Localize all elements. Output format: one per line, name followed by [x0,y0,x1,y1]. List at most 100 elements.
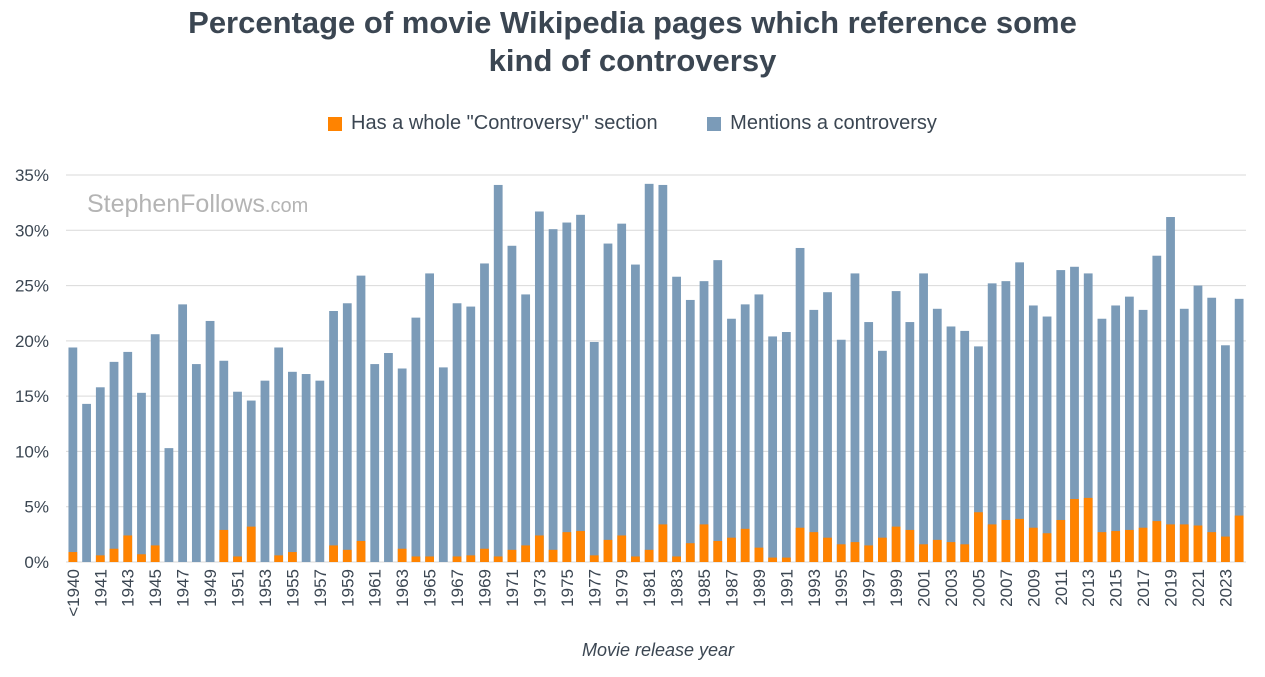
bar-controversy-section [1124,529,1134,562]
x-tick-label: 1973 [530,569,549,607]
bar-controversy-section [1152,521,1162,562]
bar-mentions [109,361,119,562]
x-tick-label: 1981 [640,569,659,607]
bar-mentions [68,347,78,562]
bar-controversy-section [1070,498,1079,562]
bar-controversy-section [288,552,297,562]
series-controversy-section-bars [68,497,1244,562]
bar-mentions [1234,298,1244,562]
bar-controversy-section [905,529,915,562]
bar-controversy-section [713,540,723,562]
bar-controversy-section [960,544,970,562]
chart-legend: Has a whole "Controversy" section Mentio… [0,112,1265,137]
bar-controversy-section [809,532,819,562]
x-tick-label: 2015 [1107,569,1126,607]
bar-controversy-section [95,555,105,562]
bar-controversy-section [452,556,462,562]
bar-controversy-section [397,548,407,562]
bar-mentions [905,322,915,562]
x-tick-label: 1977 [585,569,604,607]
chart-title: Percentage of movie Wikipedia pages whic… [0,4,1265,80]
bar-controversy-section [274,555,284,562]
bar-controversy-section [493,556,503,562]
bar-controversy-section [603,539,613,562]
bar-mentions [301,374,311,562]
bar-mentions [1179,308,1189,562]
y-tick-label: 25% [15,277,49,296]
bar-mentions [685,299,695,562]
bar-mentions [960,330,970,562]
bar-mentions [493,184,503,563]
bar-mentions [1221,345,1230,562]
x-tick-label: 2007 [997,569,1016,607]
legend-item-mentions: Mentions a controversy [707,112,937,135]
x-tick-label: 1987 [722,569,741,607]
bar-mentions [1152,255,1162,562]
bar-mentions [1042,316,1052,562]
bar-controversy-section [1015,518,1024,562]
bar-mentions [631,264,640,562]
x-tick-label: 2009 [1024,569,1043,607]
bar-mentions [191,364,201,562]
bar-controversy-section [685,543,695,562]
x-tick-label: 1963 [393,569,412,607]
legend-swatch-blue [707,116,722,131]
bar-mentions [644,183,654,563]
x-tick-label: 1941 [91,569,110,607]
y-axis: 0% 5% 10% 15% 20% 25% 30% 35% [15,166,49,572]
legend-label-mentions: Mentions a controversy [730,112,937,134]
bar-controversy-section [123,535,133,562]
bar-controversy-section [987,524,997,562]
bar-mentions [534,211,544,562]
bar-controversy-section [534,535,544,562]
x-tick-label: 2019 [1162,569,1181,607]
y-tick-label: 20% [15,332,49,351]
x-tick-label: 1971 [503,569,522,607]
bar-mentions [699,281,709,562]
x-tick-label: 1993 [805,569,824,607]
x-tick-label: 1995 [832,569,851,607]
watermark: StephenFollows.com [87,190,308,219]
bar-controversy-section [150,545,160,562]
bar-mentions [370,364,380,562]
x-tick-label: 2001 [915,569,934,607]
x-tick-label: 1955 [283,569,302,607]
legend-item-controversy-section: Has a whole "Controversy" section [328,112,658,135]
bar-mentions [233,391,242,562]
bar-mentions [123,351,133,562]
bar-mentions [603,243,613,562]
bar-mentions [809,309,819,562]
bar-controversy-section [109,548,119,562]
bar-controversy-section [411,556,421,562]
x-tick-label: 1943 [119,569,138,607]
bar-mentions [1124,296,1134,562]
x-tick-label: 1985 [695,569,714,607]
bar-controversy-section [631,556,640,562]
x-tick-label: 1957 [311,569,330,607]
watermark-suffix: .com [264,195,309,217]
bar-mentions [384,353,393,562]
bar-mentions [589,341,599,562]
bar-mentions [507,245,517,562]
bar-mentions [836,339,846,562]
bar-controversy-section [521,545,531,562]
x-tick-label: 1961 [366,569,385,607]
x-axis: <1940 1941 1943 1945 1947 1949 1951 1953 1955 195… [64,569,1236,617]
bar-controversy-section [781,557,791,562]
gridlines [66,174,1246,563]
bar-mentions [1083,273,1093,562]
bar-mentions [878,350,887,562]
bar-controversy-section [233,556,242,562]
x-tick-label: <1940 [64,569,83,617]
x-tick-label: 2013 [1079,569,1098,607]
bar-mentions [329,311,338,562]
bar-controversy-section [795,527,805,562]
bar-mentions [1056,270,1066,562]
bar-mentions [521,294,531,562]
bar-controversy-section [219,529,229,562]
bar-mentions [315,380,325,562]
bar-controversy-section [342,549,352,562]
bar-mentions [438,367,448,562]
bar-mentions [576,214,585,562]
bar-mentions [1193,285,1203,562]
